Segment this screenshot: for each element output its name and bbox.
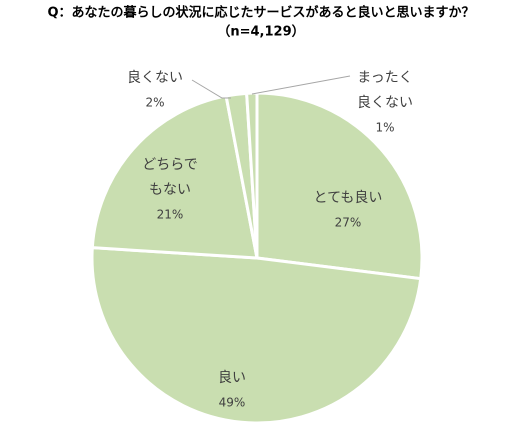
leader-line — [191, 79, 231, 99]
value-label: 27% — [335, 216, 362, 230]
slice-label: 良くない — [127, 70, 183, 86]
pie-slice — [90, 246, 423, 425]
value-label: 2% — [145, 96, 164, 110]
value-label: 1% — [375, 121, 394, 135]
pie-slice — [255, 91, 424, 281]
pie-slice — [90, 94, 259, 260]
value-label: 21% — [157, 208, 184, 222]
slice-label: 良くない — [357, 95, 413, 111]
slice-label: まったく — [357, 70, 412, 86]
value-label: 49% — [219, 396, 246, 410]
chart-title: Q：あなたの暮らしの状況に応じたサービスがあると良いと思いますか？ — [47, 5, 474, 21]
slice-label: どちらで — [142, 157, 198, 173]
slice-label: もない — [149, 182, 191, 198]
leader-line — [251, 75, 351, 95]
chart-subtitle: （n=4,129） — [217, 24, 304, 40]
slice-label: とても良い — [314, 190, 383, 206]
slice-label: 良い — [218, 370, 246, 386]
